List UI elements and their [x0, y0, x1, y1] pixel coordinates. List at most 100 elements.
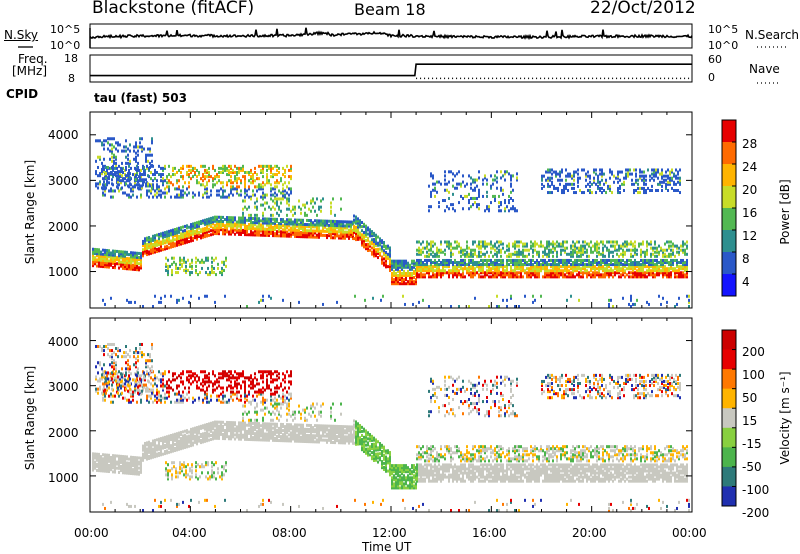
power-cell [578, 250, 580, 254]
velocity-cell [102, 463, 104, 467]
power-cell [204, 164, 206, 168]
power-cell [506, 305, 508, 308]
power-cell [234, 216, 236, 220]
power-cell [141, 137, 143, 141]
power-cell [536, 261, 538, 265]
power-cell [110, 259, 112, 263]
power-cell [639, 170, 641, 174]
power-cell [115, 161, 117, 165]
power-cell [416, 252, 418, 256]
power-cell [176, 233, 178, 237]
velocity-cell [120, 458, 122, 462]
velocity-cell [246, 423, 248, 427]
power-cell [274, 191, 276, 195]
power-cell [318, 223, 320, 227]
power-cell [624, 263, 626, 267]
power-cell [486, 273, 488, 277]
power-cell [375, 250, 377, 254]
power-cell [577, 176, 579, 180]
power-cell [536, 273, 538, 277]
velocity-cell [194, 430, 196, 434]
power-cell [550, 275, 552, 279]
power-cell [552, 267, 554, 271]
power-cell [502, 246, 504, 250]
power-cell [668, 263, 670, 267]
power-cell [462, 248, 464, 252]
power-cell [548, 252, 550, 256]
power-cell [596, 258, 598, 262]
power-cell [460, 258, 462, 262]
power-cell [114, 251, 116, 255]
power-cell [555, 186, 557, 190]
velocity-cell [172, 447, 174, 451]
power-cell [614, 240, 616, 244]
power-cell [470, 205, 472, 209]
power-cell [632, 263, 634, 267]
power-cell [170, 239, 172, 243]
velocity-cell [196, 440, 198, 444]
power-cell [578, 254, 580, 258]
power-cell [622, 250, 624, 254]
power-cell [124, 254, 126, 258]
power-cell [418, 258, 420, 262]
power-cell [452, 172, 454, 176]
power-cell [151, 186, 153, 190]
power-cell [666, 261, 668, 265]
power-cell [558, 263, 560, 267]
power-cell [470, 261, 472, 265]
power-cell [302, 224, 304, 228]
power-cell [206, 226, 208, 230]
power-cell [686, 267, 688, 271]
power-cell [226, 220, 228, 224]
velocity-cell [168, 440, 170, 444]
power-cell [636, 273, 638, 277]
power-cell [111, 172, 113, 176]
power-cell [353, 220, 355, 224]
power-cell [608, 275, 610, 279]
velocity-cell [110, 458, 112, 462]
power-cell [332, 236, 334, 240]
power-cell [676, 275, 678, 279]
power-cell [134, 183, 136, 187]
power-cell [496, 273, 498, 277]
power-cell [118, 260, 120, 264]
power-cell [600, 265, 602, 269]
power-cell [156, 191, 158, 195]
power-cell [121, 170, 123, 174]
power-cell [565, 186, 567, 190]
power-cell [244, 220, 246, 224]
power-cell [355, 219, 357, 223]
power-cell [387, 256, 389, 260]
power-cell [369, 234, 371, 238]
power-cell [206, 191, 208, 195]
power-cell [121, 149, 123, 153]
power-cell [246, 224, 248, 228]
power-cell [516, 261, 518, 265]
power-cell [318, 233, 320, 237]
power-cell [669, 176, 671, 180]
power-cell [625, 174, 627, 178]
power-cell [138, 266, 140, 270]
power-cell [114, 249, 116, 253]
power-cell [486, 242, 488, 246]
velocity-cell [170, 446, 172, 450]
power-cell [587, 170, 589, 174]
power-cell [520, 240, 522, 244]
power-cell [526, 271, 528, 275]
power-cell [226, 226, 228, 230]
power-cell [154, 236, 156, 240]
power-cell [218, 215, 220, 219]
power-cell [145, 159, 147, 163]
power-cell [127, 172, 129, 176]
velocity-cell [114, 460, 116, 464]
power-cell [284, 226, 286, 230]
power-cell [664, 261, 666, 265]
velocity-cell [146, 447, 148, 451]
power-cell [634, 240, 636, 244]
power-cell [664, 273, 666, 277]
power-cell [116, 256, 118, 260]
power-cell [353, 228, 355, 232]
power-cell [129, 143, 131, 147]
power-cell [587, 188, 589, 192]
velocity-cell [194, 434, 196, 438]
